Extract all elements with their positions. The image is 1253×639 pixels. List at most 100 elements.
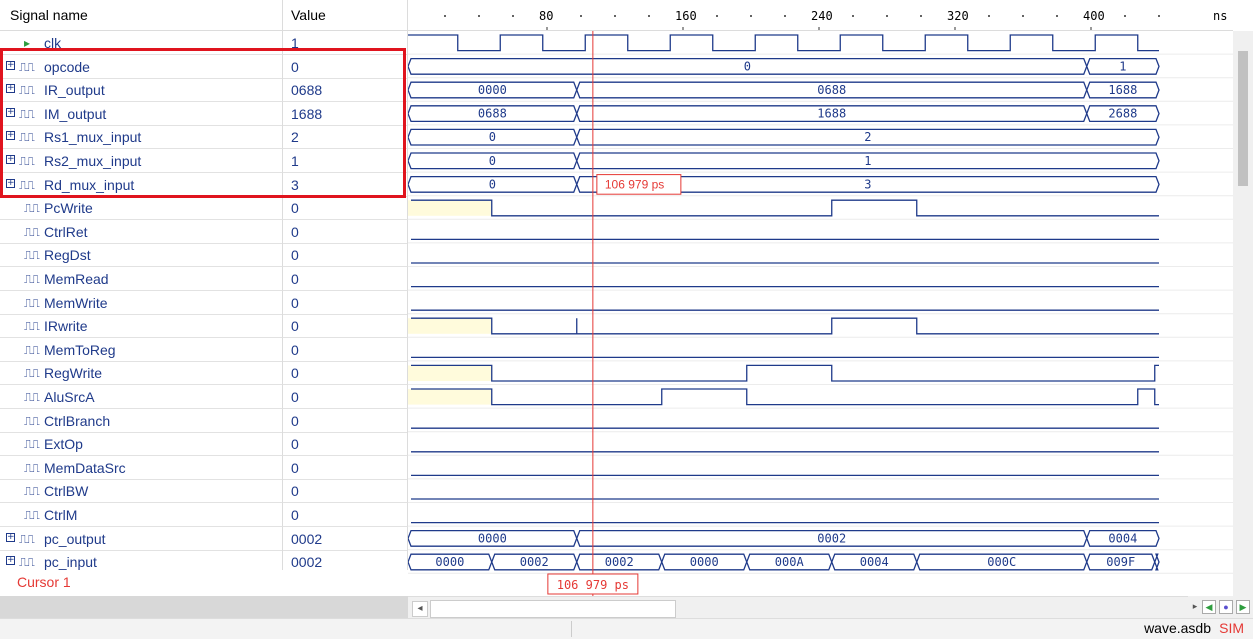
- signal-name: CtrlBW: [44, 483, 89, 500]
- expand-icon[interactable]: +: [6, 154, 15, 164]
- expand-icon[interactable]: +: [6, 59, 15, 70]
- bus-segment[interactable]: [1086, 81, 1160, 99]
- bus-segment[interactable]: [576, 553, 663, 571]
- horizontal-scroll-thumb[interactable]: [430, 600, 676, 618]
- bit-waveform[interactable]: [411, 199, 1159, 217]
- bus-segment[interactable]: [408, 57, 1088, 75]
- time-unit-label: ns: [1213, 9, 1227, 23]
- signal-value: 0: [283, 219, 408, 244]
- signal-row[interactable]: ⎍⎍ CtrlBranch: [0, 408, 283, 433]
- bus-segment[interactable]: [1086, 105, 1160, 123]
- signal-row[interactable]: ⎍⎍ MemToReg: [0, 337, 283, 362]
- expand-icon[interactable]: +: [6, 130, 15, 141]
- bus-segment[interactable]: [1086, 529, 1160, 547]
- signal-row[interactable]: ⎍⎍ CtrlM: [0, 503, 283, 527]
- expand-icon[interactable]: +: [6, 531, 15, 542]
- signal-row[interactable]: + ⎍⎍ IR_output: [0, 78, 283, 103]
- previous-cursor-icon[interactable]: ◀: [1202, 600, 1216, 614]
- signal-name-header[interactable]: Signal name: [0, 0, 283, 31]
- expand-icon[interactable]: +: [6, 83, 15, 94]
- signal-row[interactable]: ⎍⎍ PcWrite: [0, 196, 283, 221]
- horizontal-scrollbar[interactable]: ◂: [408, 596, 1188, 619]
- bus-value-label: 000C: [987, 555, 1016, 569]
- bus-segment[interactable]: [746, 553, 833, 571]
- signal-value: 0: [283, 337, 408, 362]
- vertical-scrollbar[interactable]: [1233, 31, 1253, 596]
- bus-segment[interactable]: [916, 553, 1088, 571]
- bus-value-label: 0000: [690, 555, 719, 569]
- bus-segment[interactable]: [408, 553, 493, 571]
- cursor-time-box[interactable]: [547, 573, 639, 595]
- bus-segment[interactable]: [408, 529, 578, 547]
- bit-waveform[interactable]: [411, 364, 1159, 382]
- vertical-scroll-thumb[interactable]: [1238, 51, 1248, 186]
- bus-segment[interactable]: [408, 128, 578, 146]
- bus-segment[interactable]: [1086, 57, 1160, 75]
- scroll-left-icon[interactable]: ◂: [412, 601, 428, 617]
- signal-row[interactable]: ⎍⎍ MemRead: [0, 267, 283, 291]
- cursor-label[interactable]: Cursor 1: [0, 570, 408, 594]
- time-tick-label: 400: [1083, 9, 1105, 23]
- signal-row[interactable]: + ⎍⎍ Rs2_mux_input: [0, 149, 283, 173]
- bus-segment[interactable]: [1154, 553, 1160, 571]
- bus-segment[interactable]: [576, 128, 1160, 146]
- scroll-right-icon[interactable]: ▸: [1192, 601, 1198, 611]
- expand-icon[interactable]: +: [6, 106, 15, 117]
- signal-row[interactable]: ⎍⎍ MemWrite: [0, 290, 283, 315]
- next-cursor-icon[interactable]: ▶: [1236, 600, 1250, 614]
- value-header[interactable]: Value: [283, 0, 408, 31]
- cursor-tooltip: [596, 174, 682, 195]
- expand-icon[interactable]: +: [6, 177, 15, 188]
- bus-segment[interactable]: [661, 553, 748, 571]
- bus-icon: ⎍⎍: [19, 531, 35, 546]
- undefined-region: [408, 318, 492, 334]
- bus-segment[interactable]: [408, 175, 578, 193]
- bus-segment[interactable]: [576, 175, 1160, 193]
- bus-segment[interactable]: [408, 152, 578, 170]
- signal-name: Rs2_mux_input: [44, 153, 142, 169]
- signal-row[interactable]: ▸ clk: [0, 31, 283, 55]
- center-cursor-icon[interactable]: ●: [1219, 600, 1233, 614]
- signal-row[interactable]: ⎍⎍ ExtOp: [0, 432, 283, 457]
- bit-waveform[interactable]: [411, 317, 1159, 335]
- bus-segment[interactable]: [831, 553, 918, 571]
- signal-icon: ⎍⎍: [24, 460, 40, 475]
- time-tick-label: 240: [811, 9, 833, 23]
- expand-icon[interactable]: +: [6, 555, 15, 566]
- signal-row[interactable]: ⎍⎍ CtrlBW: [0, 479, 283, 504]
- signal-row[interactable]: + ⎍⎍ pc_output: [0, 526, 283, 551]
- signal-name: Rd_mux_input: [44, 176, 135, 193]
- signal-row[interactable]: ⎍⎍ RegDst: [0, 243, 283, 268]
- bus-value-label: 3: [864, 177, 871, 191]
- bus-segment[interactable]: [408, 105, 578, 123]
- bus-segment[interactable]: [576, 105, 1088, 123]
- bus-segment[interactable]: [491, 553, 578, 571]
- signal-value: 0: [283, 385, 408, 409]
- signal-name: CtrlBranch: [44, 412, 111, 429]
- bus-segment[interactable]: [576, 529, 1088, 547]
- clock-waveform[interactable]: [408, 34, 1159, 52]
- bit-waveform[interactable]: [411, 388, 1159, 406]
- signal-row[interactable]: + ⎍⎍ Rs1_mux_input: [0, 125, 283, 150]
- signal-row[interactable]: ⎍⎍ MemDataSrc: [0, 455, 283, 480]
- bus-segment[interactable]: [408, 81, 578, 99]
- ruler-dot: [988, 15, 990, 17]
- ruler-dot: [614, 15, 616, 17]
- ruler-dot: [580, 15, 582, 17]
- signal-row[interactable]: ⎍⎍ AluSrcA: [0, 385, 283, 409]
- navigation-buttons: ▸ ◀ ● ▶: [1188, 596, 1253, 618]
- signal-row[interactable]: + ⎍⎍ opcode: [0, 54, 283, 79]
- bus-segment[interactable]: [576, 152, 1160, 170]
- signal-value: 1: [283, 31, 408, 55]
- signal-row[interactable]: ⎍⎍ IRwrite: [0, 314, 283, 339]
- signal-icon: ⎍⎍: [24, 366, 40, 381]
- signal-row[interactable]: ⎍⎍ RegWrite: [0, 361, 283, 386]
- signal-row[interactable]: + ⎍⎍ IM_output: [0, 101, 283, 126]
- signal-row[interactable]: ⎍⎍ CtrlRet: [0, 219, 283, 244]
- bus-value-label: 000A: [775, 555, 805, 569]
- bus-segment[interactable]: [1086, 553, 1156, 571]
- bus-segment[interactable]: [576, 81, 1088, 99]
- ruler-dot: [920, 15, 922, 17]
- undefined-region: [408, 200, 492, 216]
